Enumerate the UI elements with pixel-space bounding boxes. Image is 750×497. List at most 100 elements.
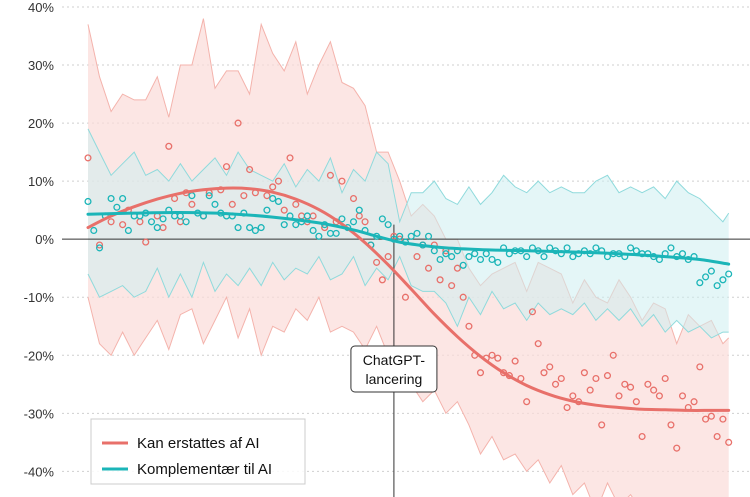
data-point bbox=[540, 369, 548, 377]
data-point bbox=[361, 218, 369, 226]
data-point bbox=[523, 398, 531, 406]
y-tick-label: 0% bbox=[35, 232, 54, 247]
data-point bbox=[84, 154, 92, 162]
data-point bbox=[707, 267, 715, 275]
data-point bbox=[263, 206, 271, 214]
data-point bbox=[632, 398, 640, 406]
data-point bbox=[459, 293, 467, 301]
data-point bbox=[269, 183, 277, 191]
data-point bbox=[95, 244, 104, 252]
data-point bbox=[557, 374, 565, 383]
data-point bbox=[569, 253, 577, 261]
band-lower-edge bbox=[87, 255, 729, 339]
tick-labels: 40% 30% 20% 10% 0% -10% -20% -30% -40% bbox=[24, 0, 55, 479]
data-point bbox=[436, 255, 444, 264]
annotation-box bbox=[350, 345, 438, 393]
data-point bbox=[638, 432, 646, 441]
data-point bbox=[424, 232, 433, 240]
data-point bbox=[413, 229, 421, 237]
data-point bbox=[119, 195, 127, 203]
data-point bbox=[251, 226, 259, 235]
data-point bbox=[494, 354, 502, 362]
data-point bbox=[280, 206, 288, 214]
confidence-band bbox=[88, 128, 729, 338]
data-point bbox=[142, 238, 150, 246]
data-point bbox=[315, 232, 323, 240]
y-tick-label: 40% bbox=[28, 0, 54, 15]
data-point bbox=[384, 253, 392, 261]
data-point bbox=[551, 380, 560, 388]
data-point bbox=[205, 192, 213, 200]
trend-line bbox=[86, 210, 731, 266]
legend: Kan erstattes af AI Komplementær til AI bbox=[90, 418, 306, 485]
data-point bbox=[650, 386, 658, 394]
data-point bbox=[696, 363, 704, 371]
data-point bbox=[609, 351, 617, 359]
data-point bbox=[338, 177, 346, 185]
data-point bbox=[667, 421, 675, 429]
data-point bbox=[603, 372, 612, 380]
data-point bbox=[234, 224, 242, 232]
data-point bbox=[488, 351, 496, 359]
data-point bbox=[465, 322, 473, 330]
y-tick-label: -30% bbox=[24, 406, 55, 421]
legend-label: Kan erstattes af AI bbox=[137, 435, 260, 452]
y-tick-label: -10% bbox=[24, 290, 55, 305]
data-point bbox=[546, 363, 554, 371]
data-point bbox=[667, 244, 675, 252]
data-point bbox=[303, 212, 311, 220]
legend-label: Komplementær til AI bbox=[137, 461, 272, 478]
data-point bbox=[615, 392, 623, 400]
y-tick-label: 30% bbox=[28, 58, 54, 73]
y-tick-label: -40% bbox=[24, 464, 55, 479]
data-point bbox=[644, 380, 652, 388]
data-point bbox=[246, 224, 254, 232]
data-point bbox=[598, 421, 606, 429]
data-point bbox=[713, 282, 721, 290]
data-point bbox=[234, 119, 242, 127]
data-point bbox=[107, 218, 115, 226]
data-point bbox=[222, 163, 231, 171]
data-point bbox=[326, 171, 334, 179]
data-point bbox=[373, 258, 381, 266]
data-point bbox=[725, 438, 733, 446]
data-point bbox=[453, 264, 461, 272]
data-point bbox=[673, 444, 681, 452]
data-point bbox=[713, 432, 721, 441]
data-point bbox=[534, 340, 542, 348]
data-point bbox=[690, 398, 698, 406]
trend-line bbox=[86, 186, 731, 412]
data-point bbox=[702, 273, 710, 281]
data-point bbox=[621, 380, 629, 388]
y-tick-label: 10% bbox=[28, 174, 54, 189]
data-point bbox=[286, 154, 294, 162]
data-point bbox=[153, 224, 161, 232]
trend-layer bbox=[86, 186, 731, 412]
data-point bbox=[240, 192, 248, 200]
data-point bbox=[274, 197, 283, 206]
data-point bbox=[696, 279, 704, 287]
data-point bbox=[719, 415, 727, 423]
data-point bbox=[407, 232, 415, 240]
data-point bbox=[586, 386, 594, 394]
data-point bbox=[211, 200, 219, 208]
data-point bbox=[228, 200, 236, 208]
data-point bbox=[124, 226, 132, 235]
data-point bbox=[424, 264, 433, 272]
data-point bbox=[540, 253, 548, 261]
data-point bbox=[349, 195, 358, 203]
point-layer bbox=[84, 119, 733, 452]
data-point bbox=[349, 218, 358, 226]
data-point bbox=[355, 206, 363, 214]
data-point bbox=[459, 261, 467, 269]
data-point bbox=[84, 197, 92, 206]
band-layer bbox=[87, 18, 730, 497]
data-point bbox=[436, 276, 444, 284]
data-point bbox=[678, 392, 687, 400]
data-point bbox=[725, 270, 733, 278]
data-point bbox=[528, 308, 536, 316]
data-point bbox=[592, 374, 600, 383]
data-point bbox=[592, 244, 600, 252]
data-point bbox=[147, 218, 156, 226]
